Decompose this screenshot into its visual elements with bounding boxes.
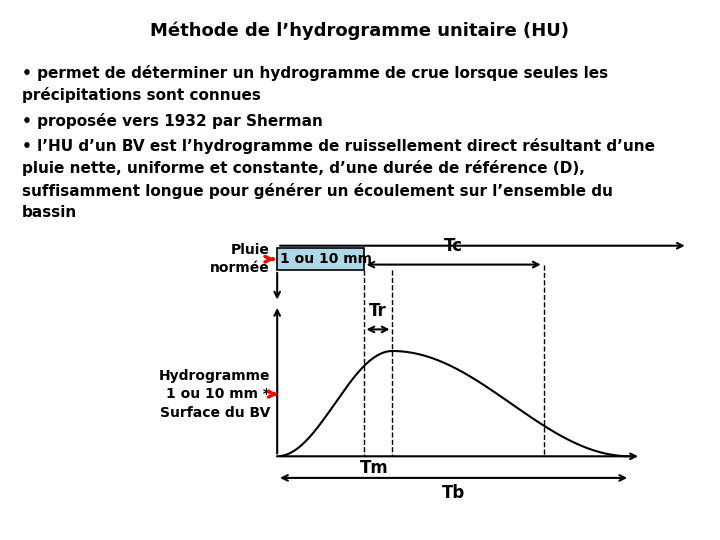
Text: Tb: Tb <box>442 484 465 502</box>
Text: Tr: Tr <box>369 302 387 320</box>
Text: 1 ou 10 mm: 1 ou 10 mm <box>280 252 372 266</box>
Text: Tm: Tm <box>360 459 389 477</box>
Bar <box>277 248 364 270</box>
Text: Méthode de l’hydrogramme unitaire (HU): Méthode de l’hydrogramme unitaire (HU) <box>150 22 570 40</box>
Text: Pluie
normée: Pluie normée <box>210 243 270 275</box>
Text: • l’HU d’un BV est l’hydrogramme de ruissellement direct résultant d’une
pluie n: • l’HU d’un BV est l’hydrogramme de ruis… <box>22 138 654 220</box>
Text: Tc: Tc <box>444 237 463 255</box>
Text: Hydrogramme
1 ou 10 mm *
Surface du BV: Hydrogramme 1 ou 10 mm * Surface du BV <box>158 369 270 420</box>
Text: • proposée vers 1932 par Sherman: • proposée vers 1932 par Sherman <box>22 113 323 130</box>
Text: • permet de déterminer un hydrogramme de crue lorsque seules les
précipitations : • permet de déterminer un hydrogramme de… <box>22 65 608 103</box>
